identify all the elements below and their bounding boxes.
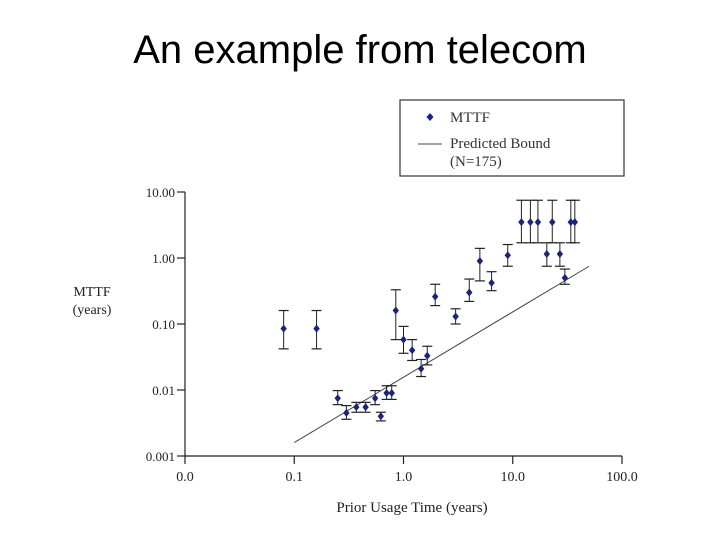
diamond-marker <box>556 249 564 258</box>
diamond-marker <box>431 292 439 301</box>
diamond-marker <box>488 278 495 287</box>
x-ticks: 0.0 0.1 1.0 10.0 100.0 <box>176 456 638 485</box>
x-axis-label: Prior Usage Time (years) <box>336 500 487 516</box>
mttf-data-point <box>547 199 558 244</box>
diamond-marker <box>527 218 534 227</box>
y-ticks: 0.001 0.01 0.10 1.00 10.00 <box>146 185 185 464</box>
x-tick-label: 10.0 <box>501 470 526 485</box>
diamond-marker <box>353 403 360 412</box>
mttf-data-point <box>407 339 418 362</box>
mttf-data-point <box>502 243 513 267</box>
diamond-marker <box>377 412 385 421</box>
mttf-data-point <box>375 411 386 422</box>
diamond-marker <box>392 306 399 315</box>
diamond-marker <box>466 288 473 297</box>
mttf-data-point <box>525 199 536 244</box>
y-tick-label: 0.001 <box>146 449 175 464</box>
y-tick-label: 10.00 <box>146 185 175 200</box>
mttf-data-point <box>278 309 289 350</box>
mttf-data-point <box>532 199 543 244</box>
mttf-data-point <box>341 405 352 420</box>
mttf-data-point <box>559 268 570 285</box>
legend-mttf-marker <box>426 113 434 121</box>
mttf-data-point <box>390 289 401 341</box>
diamond-marker <box>518 218 525 227</box>
y-tick-label: 0.01 <box>152 383 175 398</box>
predicted-bound-line <box>293 265 590 443</box>
mttf-data-point <box>464 278 475 303</box>
x-tick-label: 100.0 <box>606 470 638 485</box>
diamond-marker <box>343 408 350 417</box>
diamond-marker <box>371 394 379 403</box>
mttf-data-point <box>474 247 485 282</box>
mttf-data-point <box>386 385 397 401</box>
diamond-marker <box>362 403 369 412</box>
diamond-marker <box>452 312 459 321</box>
mttf-data-point <box>370 389 381 406</box>
diamond-marker <box>400 335 407 344</box>
y-tick-label: 0.10 <box>152 317 175 332</box>
diamond-marker <box>561 273 569 282</box>
diamond-marker <box>567 218 575 227</box>
x-tick-label: 1.0 <box>395 470 413 485</box>
legend-box <box>399 99 625 177</box>
mttf-data-point <box>541 242 552 267</box>
diamond-marker <box>571 218 579 227</box>
diamond-marker <box>534 218 542 227</box>
diamond-marker <box>504 251 511 260</box>
mttf-data-point <box>398 325 409 354</box>
diamond-marker <box>383 389 390 398</box>
diamond-marker <box>280 324 287 333</box>
mttf-data-point <box>422 345 433 366</box>
y-axis-unit-label: (years) <box>73 303 112 318</box>
mttf-data-point <box>430 283 441 307</box>
diamond-marker <box>549 218 556 227</box>
legend-bound-label-n: (N=175) <box>450 154 502 170</box>
mttf-points <box>278 199 580 422</box>
y-tick-label: 1.00 <box>152 251 175 266</box>
diamond-marker <box>417 364 425 373</box>
x-tick-label: 0.0 <box>176 470 194 485</box>
legend-bound-label: Predicted Bound <box>450 136 551 152</box>
diamond-marker <box>334 394 341 403</box>
mttf-data-point <box>351 401 362 413</box>
diamond-marker <box>424 351 431 360</box>
mttf-data-point <box>516 199 527 244</box>
diamond-marker <box>476 257 484 266</box>
diamond-marker <box>543 249 551 258</box>
mttf-data-point <box>569 199 580 244</box>
diamond-marker <box>388 389 395 398</box>
mttf-data-point <box>554 242 565 267</box>
mttf-data-point <box>332 389 343 406</box>
mttf-data-point <box>486 271 497 292</box>
mttf-data-point <box>360 401 371 413</box>
legend-mttf-label: MTTF <box>450 110 490 126</box>
slide-title: An example from telecom <box>133 28 587 72</box>
legend: MTTF Predicted Bound (N=175) <box>399 99 625 177</box>
mttf-data-point <box>416 358 427 378</box>
mttf-data-point <box>311 309 322 350</box>
y-axis-label: MTTF <box>73 285 111 300</box>
mttf-data-point <box>450 308 461 325</box>
diamond-marker <box>408 346 416 355</box>
diamond-marker <box>313 324 320 333</box>
x-tick-label: 0.1 <box>286 470 304 485</box>
